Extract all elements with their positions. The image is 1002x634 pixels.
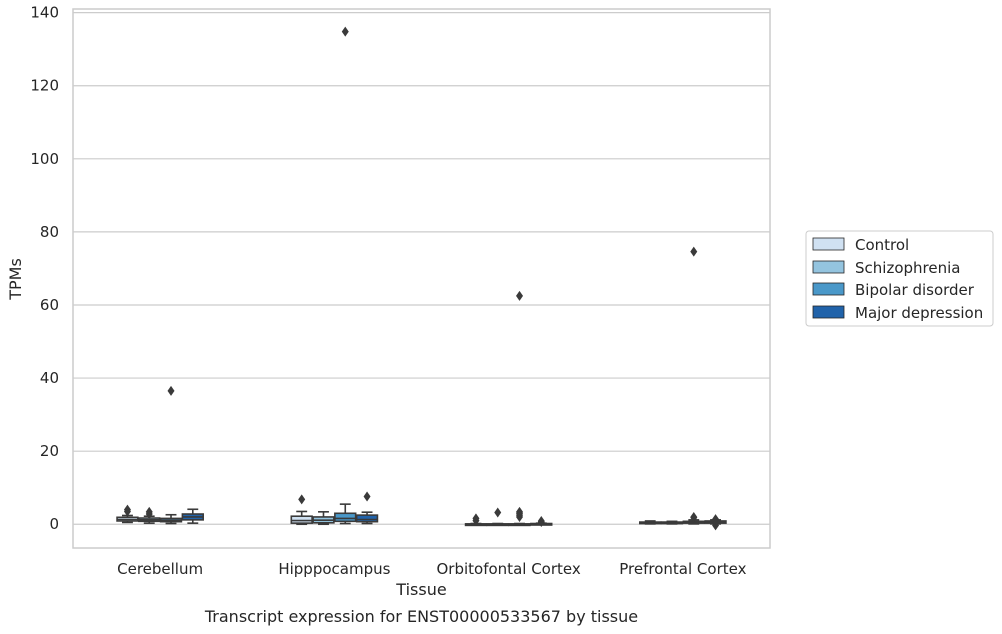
legend: Control Schizophrenia Bipolar disorder M… xyxy=(805,230,994,327)
chart-caption: Transcript expression for ENST0000053356… xyxy=(204,607,638,626)
outlier-point xyxy=(494,507,502,518)
outlier-point xyxy=(298,494,306,505)
x-tick-label: Orbitofontal Cortex xyxy=(437,560,581,578)
y-tick-label: 140 xyxy=(30,4,59,22)
box-group xyxy=(159,385,183,525)
outlier-point xyxy=(516,290,524,301)
box-group xyxy=(486,507,509,527)
x-tick-label: Hipppocampus xyxy=(278,560,390,578)
outlier-point xyxy=(123,504,131,515)
outlier-point xyxy=(145,506,153,517)
outlier-point xyxy=(516,506,524,517)
legend-swatch-schizophrenia xyxy=(812,260,845,274)
outlier-point xyxy=(341,26,349,37)
legend-swatch-control xyxy=(812,237,845,251)
y-tick-label: 20 xyxy=(40,442,59,460)
outlier-point xyxy=(167,385,175,396)
y-axis-label: TPMs xyxy=(6,258,25,301)
y-tick-label: 80 xyxy=(40,223,59,241)
grid-lines xyxy=(73,12,770,525)
box-group xyxy=(639,520,662,525)
x-axis-label: Tissue xyxy=(395,580,446,599)
x-tick-label: Cerebellum xyxy=(117,560,203,578)
legend-swatch-bipolar-disorder xyxy=(812,282,845,296)
box-iqr xyxy=(334,512,357,523)
y-tick-label: 60 xyxy=(40,296,59,314)
plot-frame xyxy=(72,8,771,549)
box-plots xyxy=(116,26,727,531)
legend-label-control: Control xyxy=(855,236,909,254)
legend-swatch-major-depression xyxy=(812,305,845,319)
outlier-point xyxy=(363,491,371,502)
y-tick-label: 0 xyxy=(49,515,59,533)
box-group xyxy=(290,494,313,526)
box-group xyxy=(181,508,204,524)
y-tick-label: 40 xyxy=(40,369,59,387)
box-group xyxy=(660,520,684,525)
box-group xyxy=(334,26,357,525)
box-group xyxy=(116,504,139,524)
box-group xyxy=(138,506,161,524)
legend-label-major-depression: Major depression xyxy=(855,304,983,322)
box-group xyxy=(464,513,488,527)
outlier-point xyxy=(690,246,698,257)
legend-frame xyxy=(805,230,994,327)
y-tick-labels: 0 20 40 60 80 100 120 140 xyxy=(30,4,59,534)
outlier-point xyxy=(690,511,698,522)
box-iqr xyxy=(355,514,379,523)
box-group xyxy=(508,290,531,527)
outlier-point xyxy=(472,513,480,524)
box-iqr xyxy=(290,515,313,524)
outlier-point xyxy=(712,514,720,525)
box-group xyxy=(704,514,727,531)
box-group xyxy=(682,246,705,525)
y-tick-label: 120 xyxy=(30,77,59,95)
y-tick-label: 100 xyxy=(30,150,59,168)
box-group xyxy=(312,511,335,526)
outlier-point xyxy=(537,515,545,526)
box-group xyxy=(530,515,553,528)
legend-label-schizophrenia: Schizophrenia xyxy=(855,259,960,277)
x-tick-labels: Cerebellum Hipppocampus Orbitofontal Corte… xyxy=(117,560,746,578)
box-group xyxy=(355,491,379,525)
x-tick-label: Prefrontal Cortex xyxy=(619,560,746,578)
legend-label-bipolar-disorder: Bipolar disorder xyxy=(855,281,975,299)
